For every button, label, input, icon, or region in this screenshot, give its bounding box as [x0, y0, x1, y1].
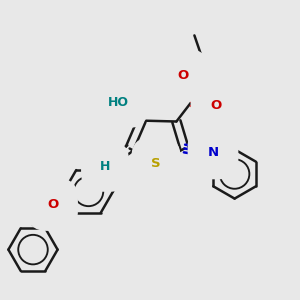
Text: HO: HO — [108, 96, 129, 109]
Text: O: O — [47, 198, 58, 211]
Text: S: S — [151, 157, 161, 170]
Text: H: H — [100, 160, 110, 173]
Text: O: O — [210, 99, 222, 112]
Text: N: N — [207, 146, 219, 160]
Text: O: O — [177, 69, 189, 82]
